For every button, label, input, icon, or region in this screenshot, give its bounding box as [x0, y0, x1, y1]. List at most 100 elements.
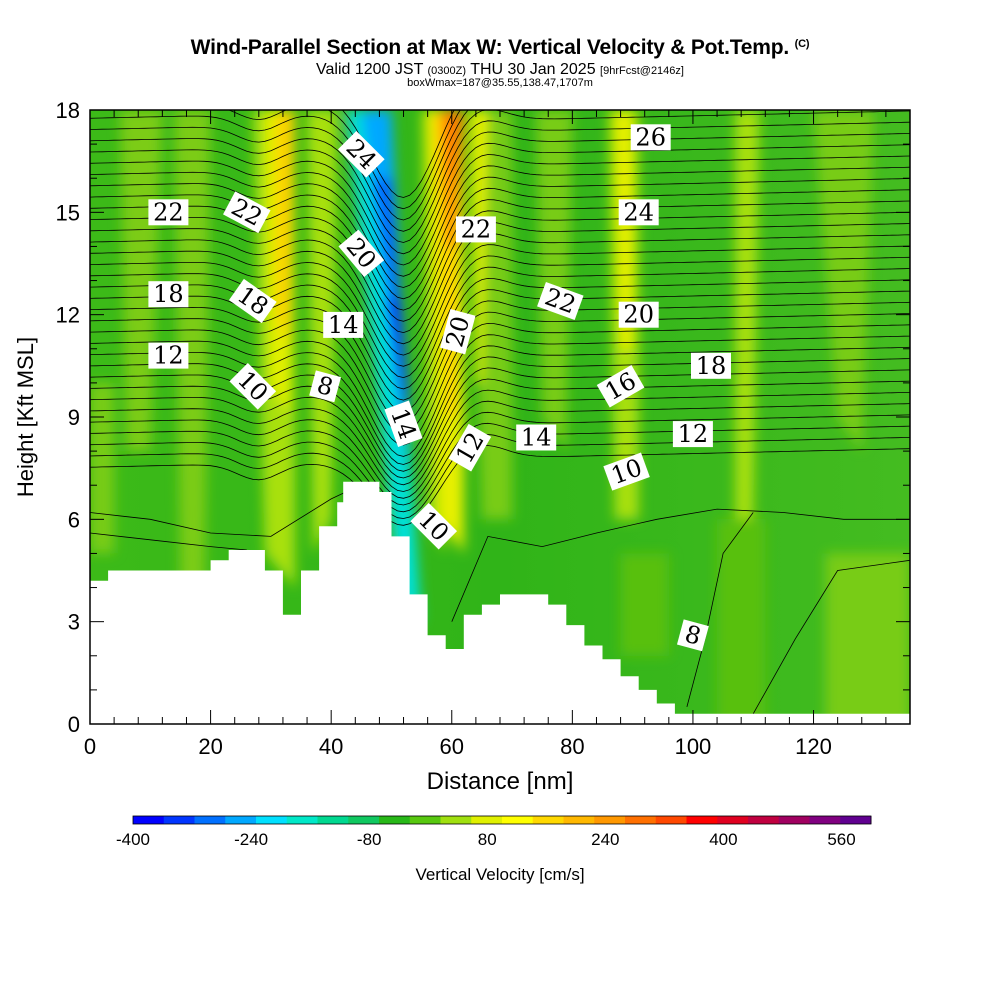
- terrain: [90, 481, 910, 724]
- colorbar-swatch: [594, 816, 626, 824]
- valid-date: THU 30 Jan 2025: [470, 61, 596, 78]
- contour-label: 18: [148, 280, 189, 308]
- contour-label: 14: [516, 424, 557, 452]
- y-tick-label: 6: [68, 507, 80, 532]
- velocity-band: [174, 110, 211, 588]
- contour-label-box: [596, 365, 645, 408]
- theta-contours: [90, 110, 910, 714]
- contour-label-box: [228, 278, 277, 324]
- velocity-band: [813, 110, 874, 452]
- contour-label-box: [618, 301, 659, 328]
- contour-label-box: [603, 452, 650, 491]
- theta-contour: [90, 322, 910, 446]
- box-info: boxWmax=187@35.55,138.47,1707m: [407, 77, 593, 89]
- x-tick-label: 0: [84, 734, 96, 759]
- y-tick-label: 18: [56, 98, 80, 123]
- velocity-band: [276, 110, 295, 349]
- theta-contour: [90, 400, 910, 499]
- contour-label-box: [672, 421, 713, 448]
- velocity-band: [90, 382, 115, 554]
- contour-label: 22: [148, 198, 189, 226]
- theta-contour: [90, 311, 910, 435]
- contour-label: 8: [309, 370, 342, 403]
- theta-contour: [90, 110, 469, 221]
- contour-label-box: [148, 342, 189, 369]
- contour-label-box: [309, 370, 342, 403]
- colorbar-swatch: [502, 816, 534, 824]
- colorbar-tick-label: 400: [709, 830, 737, 849]
- contour-label-text: 22: [153, 198, 184, 226]
- theta-contour: [451, 508, 910, 622]
- contour-label-box: [630, 124, 671, 151]
- colorbar-swatch: [194, 816, 226, 824]
- theta-contour: [90, 277, 910, 401]
- velocity-band: [385, 297, 407, 417]
- colorbar-tick-label: -240: [234, 830, 268, 849]
- colorbar-swatch: [625, 816, 657, 824]
- theta-contour: [90, 255, 910, 379]
- theta-contour: [90, 131, 910, 255]
- colorbar-tick-label: -400: [116, 830, 150, 849]
- colorbar-label: Vertical Velocity [cm/s]: [415, 865, 584, 884]
- contour-label-box: [337, 130, 385, 178]
- colorbar-swatch: [409, 816, 441, 824]
- theta-contour: [752, 559, 910, 714]
- theta-contour: [90, 266, 910, 390]
- contour-label: 8: [676, 619, 709, 652]
- contour-label-box: [440, 309, 476, 355]
- contour-label: 22: [537, 281, 584, 321]
- theta-contour: [90, 199, 910, 322]
- contour-label-box: [618, 199, 659, 226]
- contour-label-text: 18: [153, 280, 184, 308]
- colorbar-swatch: [163, 816, 195, 824]
- contour-label-box: [384, 400, 423, 448]
- colorbar-swatch: [379, 816, 411, 824]
- theta-contour: [90, 244, 910, 367]
- contour-label-text: 14: [521, 424, 552, 452]
- velocity-band: [620, 553, 669, 656]
- theta-contour: [90, 378, 910, 486]
- y-tick-label: 3: [68, 610, 80, 635]
- colorbar-swatch: [655, 816, 687, 824]
- contour-label-text: 18: [696, 352, 727, 380]
- colorbar-swatch: [133, 816, 165, 824]
- theta-contour: [686, 512, 754, 708]
- y-tick-label: 12: [56, 303, 80, 328]
- y-tick-label: 0: [68, 712, 80, 737]
- theta-contour: [90, 411, 910, 506]
- x-axis-title: Distance [nm]: [427, 768, 574, 795]
- theta-contour: [90, 345, 910, 465]
- colorbar-swatch: [809, 816, 841, 824]
- theta-contour: [90, 176, 910, 300]
- y-tick-label: 15: [56, 200, 80, 225]
- contour-label-box: [516, 424, 557, 451]
- contour-label: 18: [691, 352, 731, 380]
- contour-label-box: [229, 362, 277, 410]
- contour-label-box: [148, 199, 189, 226]
- contour-label-box: [448, 423, 492, 472]
- contour-label: 18: [228, 278, 277, 324]
- theta-contour: [90, 142, 910, 266]
- x-tick-label: 60: [440, 734, 464, 759]
- contour-label-text: 20: [623, 301, 654, 329]
- chart-title: Wind-Parallel Section at Max W: Vertical…: [0, 36, 1000, 60]
- x-tick-label: 120: [795, 734, 832, 759]
- chart-subtitle: Valid 1200 JST (0300Z) THU 30 Jan 2025 […: [0, 61, 1000, 79]
- colorbar-swatch: [348, 816, 380, 824]
- theta-contour: [90, 481, 368, 537]
- colorbar-tick-label: 560: [827, 830, 855, 849]
- colorbar-swatch: [225, 816, 257, 824]
- theta-contour: [90, 445, 910, 526]
- valid-time: Valid 1200 JST: [316, 61, 424, 78]
- theta-contour: [90, 232, 910, 356]
- colorbar-swatch: [840, 816, 872, 824]
- contour-label: 20: [618, 301, 659, 329]
- contour-label: 14: [323, 311, 364, 339]
- terrain-profile: [90, 481, 910, 724]
- velocity-band: [735, 110, 760, 520]
- colorbar-swatch: [717, 816, 749, 824]
- contour-label-box: [676, 619, 709, 652]
- contour-label-box: [338, 229, 385, 277]
- theta-contour: [90, 221, 910, 345]
